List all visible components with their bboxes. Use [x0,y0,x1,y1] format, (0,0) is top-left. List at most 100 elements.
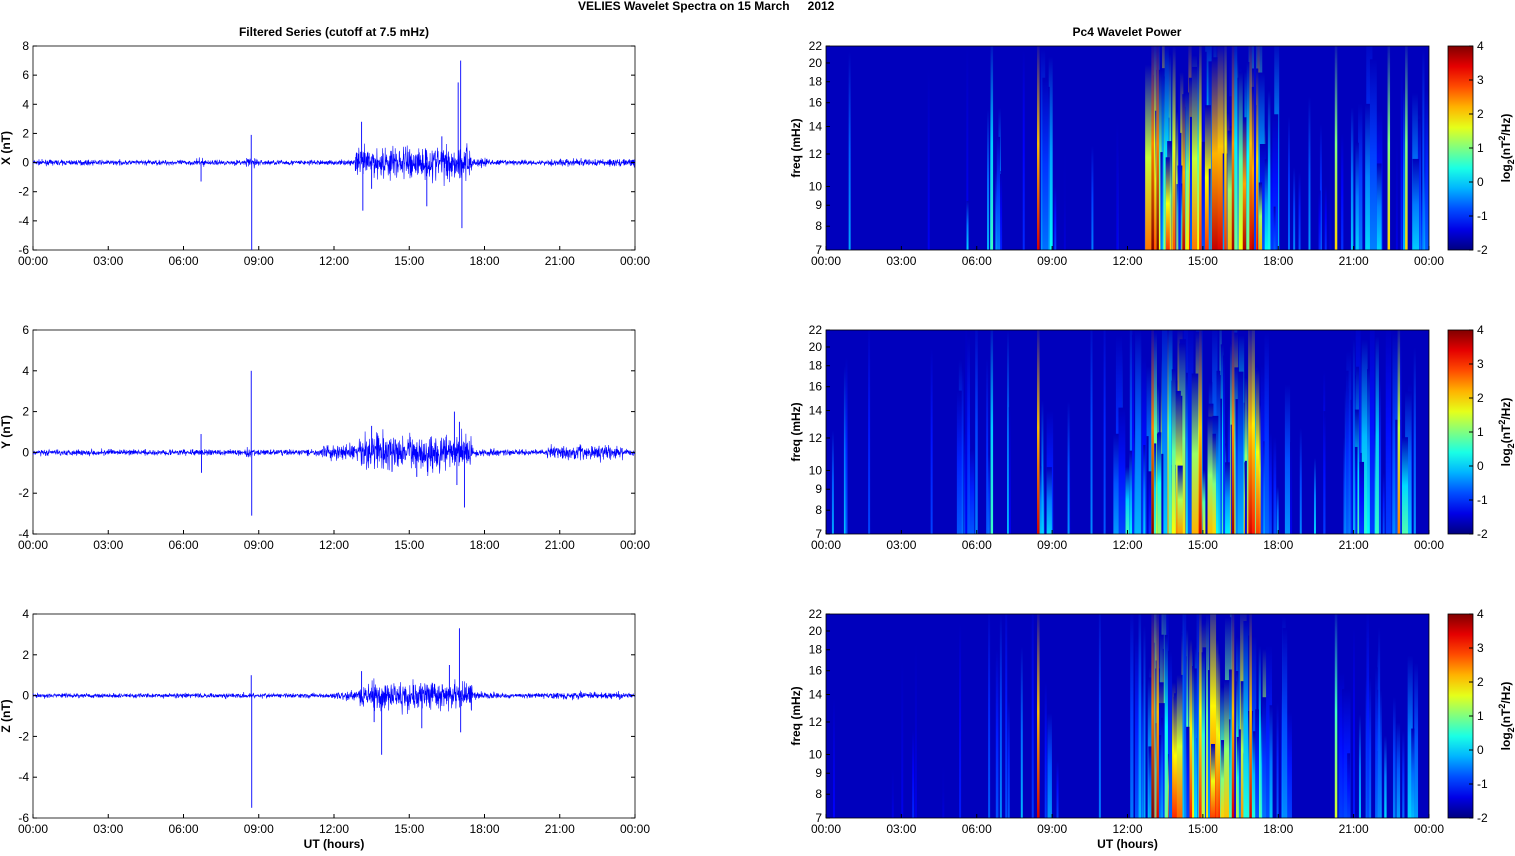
power-streak [1392,697,1396,818]
colorbar-tick-label: -2 [1477,243,1488,257]
colorbar-tick-label: -1 [1477,209,1488,223]
y-axis-label: Z (nT) [0,699,13,732]
colorbar-tick-label: 4 [1477,323,1484,337]
x-tick-label: 06:00 [168,254,198,268]
power-streak [891,768,894,818]
freq-tick-label: 10 [809,747,823,761]
spectrogram-marks [848,46,1429,250]
power-streak [1329,149,1332,250]
power-streak [1223,355,1226,534]
power-streak [1020,646,1023,818]
tspan: /Hz) [1499,682,1513,704]
power-line [1151,330,1154,534]
power-streak [1210,433,1216,534]
power-streak [1007,701,1010,818]
power-streak [1098,614,1101,818]
power-line [1037,330,1040,534]
power-streak [1208,168,1211,250]
power-streak [988,614,991,818]
power-streak [1272,114,1279,250]
x-tick-label: 12:00 [1112,254,1142,268]
x-tick-label: 12:00 [1112,538,1142,552]
power-streak [1299,428,1302,534]
power-streak [843,366,846,534]
tspan: log [1499,448,1513,466]
freq-tick-label: 14 [809,120,823,134]
y-tick-label: 2 [22,126,29,140]
freq-tick-label: 9 [815,482,822,496]
power-streak [1254,46,1257,250]
power-streak [1266,645,1273,818]
power-streak [1350,107,1354,250]
power-streak [1174,390,1181,534]
power-streak [1185,92,1190,250]
right-column-title: Pc4 Wavelet Power [1073,25,1182,39]
power-streak [1376,163,1382,250]
x-tick-label: 18:00 [1263,254,1293,268]
power-streak [1148,746,1152,818]
power-streak [1346,350,1352,534]
power-streak [1358,103,1363,250]
colorbar-tick-label: 4 [1477,39,1484,53]
colorbar-tick-label: 1 [1477,141,1484,155]
freq-tick-label: 12 [809,431,823,445]
power-streak [1146,436,1149,534]
power-streak [1425,89,1429,250]
x-tick-label: 15:00 [1188,254,1218,268]
tspan: (nT [1499,424,1513,443]
power-streak [1138,614,1142,818]
y-tick-label: -4 [18,527,29,541]
power-streak [1355,447,1358,534]
power-streak [1143,625,1146,818]
power-streak [1290,442,1293,534]
y-tick-label: -2 [18,185,29,199]
power-streak [1041,400,1044,534]
power-streak [1352,628,1355,818]
power-streak [1211,57,1218,250]
power-streak [1135,636,1142,818]
power-streak [1145,64,1152,250]
freq-axis-label: freq (mHz) [789,686,803,745]
power-streak [1216,370,1221,534]
power-streak [1259,143,1267,250]
colorbar-tick-label: 0 [1477,743,1484,757]
power-streak [1233,46,1238,250]
power-streak [1005,614,1008,818]
x-tick-label: 18:00 [469,538,499,552]
x-tick-label: 00:00 [1414,538,1444,552]
power-line [1037,614,1040,818]
power-streak [1000,174,1003,250]
x-tick-label: 21:00 [545,254,575,268]
power-line [1156,46,1159,250]
colorbar-tick-label: 1 [1477,425,1484,439]
power-streak [1103,330,1106,534]
freq-axis-label: freq (mHz) [789,402,803,461]
power-streak [965,330,968,534]
power-streak [1377,379,1382,534]
power-streak [1308,96,1311,250]
power-streak [1157,432,1162,534]
power-streak [1250,636,1257,818]
power-streak [1373,430,1377,534]
power-line [1334,46,1338,250]
power-streak [1178,76,1181,250]
tspan: /Hz) [1499,114,1513,136]
power-streak [1240,681,1246,818]
x-tick-label: 09:00 [244,538,274,552]
power-streak [1227,130,1233,250]
x-tick-label: 15:00 [1188,538,1218,552]
power-streak [1176,674,1183,818]
power-streak [1184,614,1187,818]
power-streak [1324,185,1327,250]
y-tick-label: 0 [22,689,29,703]
power-streak [1230,424,1233,534]
power-streak [1319,124,1322,250]
series-axes-box [32,329,636,535]
power-streak [1367,369,1371,534]
y-tick-label: -2 [18,729,29,743]
power-streak [832,698,835,818]
x-tick-label: 09:00 [244,822,274,836]
series-line-y [32,428,636,477]
power-streak [1405,391,1412,534]
power-streak [1341,133,1344,250]
